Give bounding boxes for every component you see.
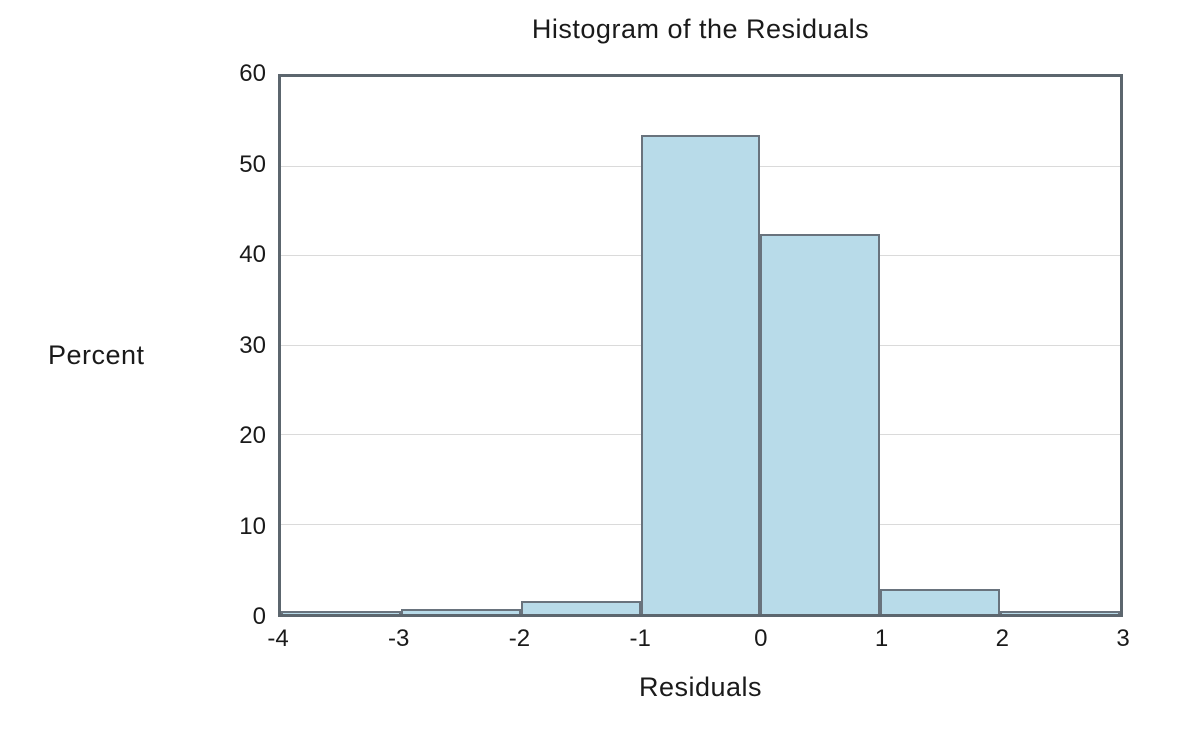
histogram-bar bbox=[640, 135, 761, 614]
y-tick-label: 0 bbox=[252, 603, 266, 630]
y-tick-label: 30 bbox=[239, 331, 266, 359]
x-tick-labels: -4 -3 -2 -1 0 1 2 3 bbox=[267, 625, 1129, 655]
x-tick-label: -3 bbox=[388, 625, 410, 652]
y-tick-label: 20 bbox=[239, 422, 266, 450]
x-tick-label: -2 bbox=[508, 625, 531, 652]
histogram-bar bbox=[760, 233, 881, 614]
histogram-bar bbox=[400, 608, 521, 614]
plot-area bbox=[278, 74, 1123, 617]
y-axis-title: Percent bbox=[48, 340, 145, 370]
histogram-bar bbox=[1000, 611, 1120, 614]
x-tick-label: -1 bbox=[629, 625, 651, 652]
x-tick-label: 3 bbox=[1116, 625, 1130, 652]
x-axis-title: Residuals bbox=[638, 672, 763, 702]
x-tick-label: 0 bbox=[754, 625, 768, 652]
histogram-bar bbox=[520, 600, 641, 614]
x-tick-label: -4 bbox=[267, 625, 289, 652]
y-tick-label: 60 bbox=[239, 60, 266, 87]
x-tick-label: 2 bbox=[995, 625, 1009, 652]
histogram-bar bbox=[880, 588, 1001, 614]
chart-title: Histogram of the Residuals bbox=[531, 14, 870, 44]
histogram-bar bbox=[281, 611, 401, 614]
y-tick-label: 50 bbox=[239, 150, 266, 178]
y-tick-label: 40 bbox=[239, 241, 266, 269]
y-tick-labels: 0 10 20 30 40 50 60 bbox=[188, 60, 266, 630]
y-tick-label: 10 bbox=[239, 512, 266, 540]
x-tick-label: 1 bbox=[874, 625, 889, 652]
